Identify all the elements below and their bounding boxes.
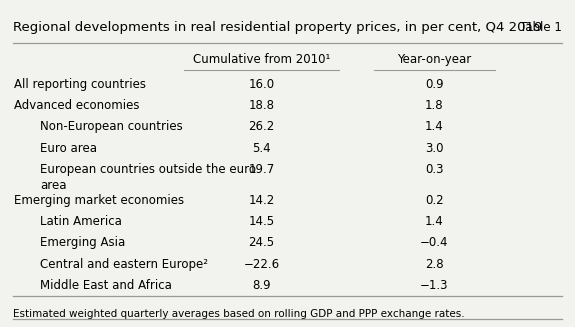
Text: Euro area: Euro area — [40, 142, 97, 155]
Text: Cumulative from 2010¹: Cumulative from 2010¹ — [193, 53, 330, 66]
Text: Latin America: Latin America — [40, 215, 122, 228]
Text: 0.2: 0.2 — [425, 194, 443, 207]
Text: 3.0: 3.0 — [425, 142, 443, 155]
Text: 19.7: 19.7 — [248, 163, 275, 176]
Text: −0.4: −0.4 — [420, 236, 448, 250]
Text: 14.2: 14.2 — [248, 194, 275, 207]
Text: Emerging Asia: Emerging Asia — [40, 236, 125, 250]
Text: Non-European countries: Non-European countries — [40, 120, 183, 133]
Text: 0.3: 0.3 — [425, 163, 443, 176]
Text: 26.2: 26.2 — [248, 120, 275, 133]
Text: 2.8: 2.8 — [425, 258, 443, 271]
Text: Emerging market economies: Emerging market economies — [14, 194, 185, 207]
Text: Table 1: Table 1 — [520, 21, 562, 34]
Text: Middle East and Africa: Middle East and Africa — [40, 279, 172, 292]
Text: 8.9: 8.9 — [252, 279, 271, 292]
Text: −1.3: −1.3 — [420, 279, 448, 292]
Text: 0.9: 0.9 — [425, 78, 443, 91]
Text: Regional developments in real residential property prices, in per cent, Q4 2019: Regional developments in real residentia… — [13, 21, 542, 34]
Text: 1.4: 1.4 — [425, 215, 443, 228]
Text: 18.8: 18.8 — [248, 99, 275, 112]
Text: 1.8: 1.8 — [425, 99, 443, 112]
Text: 24.5: 24.5 — [248, 236, 275, 250]
Text: Central and eastern Europe²: Central and eastern Europe² — [40, 258, 208, 271]
Text: 1.4: 1.4 — [425, 120, 443, 133]
Text: European countries outside the euro
area: European countries outside the euro area — [40, 163, 256, 192]
Text: Advanced economies: Advanced economies — [14, 99, 140, 112]
Text: 5.4: 5.4 — [252, 142, 271, 155]
Text: 16.0: 16.0 — [248, 78, 275, 91]
Text: Estimated weighted quarterly averages based on rolling GDP and PPP exchange rate: Estimated weighted quarterly averages ba… — [13, 309, 464, 319]
Text: Year-on-year: Year-on-year — [397, 53, 471, 66]
Text: All reporting countries: All reporting countries — [14, 78, 147, 91]
Text: 14.5: 14.5 — [248, 215, 275, 228]
Text: −22.6: −22.6 — [244, 258, 279, 271]
